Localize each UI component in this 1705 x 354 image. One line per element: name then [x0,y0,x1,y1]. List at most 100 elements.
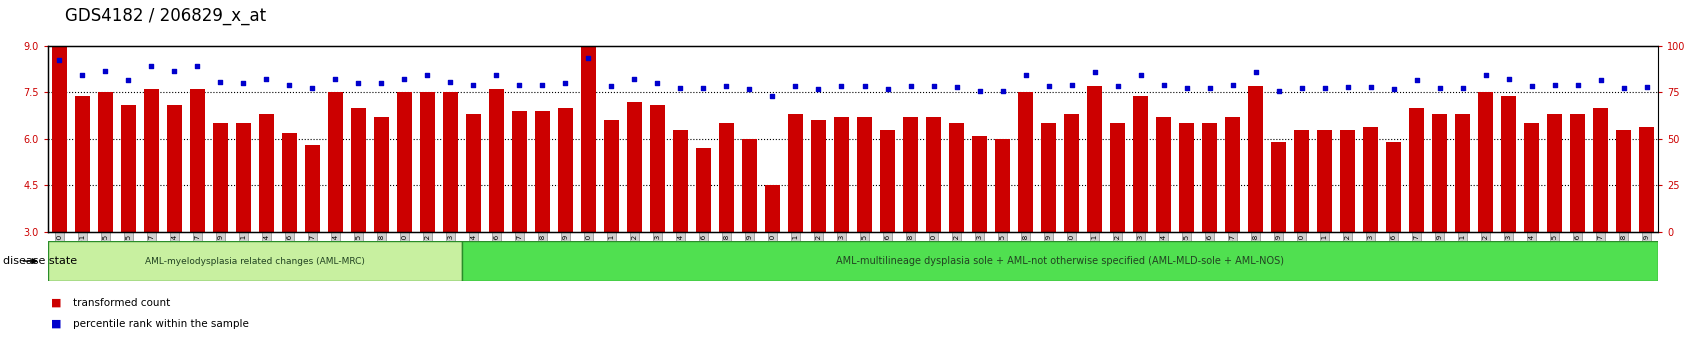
Point [459,82,486,87]
Point [597,84,624,89]
Bar [604,120,619,232]
Point [1402,77,1429,83]
Point [46,57,73,63]
Bar [1615,130,1630,232]
Bar [75,96,90,232]
Point [483,73,510,78]
Bar [1248,86,1262,232]
Bar [1064,114,1078,232]
Bar [902,117,917,232]
Bar [512,111,527,232]
Bar [465,114,481,232]
Bar [213,124,228,232]
Point [805,86,832,92]
Point [759,93,786,98]
Point [897,84,924,89]
Bar [810,120,825,232]
Bar [1132,96,1147,232]
Bar [788,114,803,232]
Point [322,76,350,81]
Bar [948,124,963,232]
Point [206,79,234,85]
Point [114,77,142,83]
Bar [994,139,1009,232]
Point [689,85,716,91]
Point [667,85,694,91]
Point [1057,82,1084,87]
Point [1195,85,1222,91]
Bar [1110,124,1124,232]
Bar [718,124,733,232]
Point [436,79,464,85]
Bar [189,89,205,232]
Point [1219,82,1246,87]
Bar [419,92,435,232]
Bar [1362,127,1378,232]
Bar [305,145,319,232]
Point [1103,84,1130,89]
Bar [48,241,462,281]
Bar [1086,86,1101,232]
Bar [558,108,573,232]
Text: transformed count: transformed count [73,298,170,308]
Point [919,84,946,89]
Point [873,86,900,92]
Bar [1040,124,1055,232]
Point [276,82,303,87]
Bar [443,92,457,232]
Bar [1569,114,1584,232]
Point [1610,85,1637,91]
Bar [1408,108,1424,232]
Point [1149,82,1176,87]
Point [92,68,119,74]
Point [575,56,602,61]
Point [851,84,878,89]
Point [368,80,396,86]
Bar [764,185,779,232]
Text: ■: ■ [51,298,61,308]
Bar [1523,124,1538,232]
Point [1035,84,1062,89]
Point [1355,84,1383,90]
Point [298,85,326,91]
Point [1563,82,1591,87]
Point [735,86,762,92]
Bar [972,136,987,232]
Bar [535,111,549,232]
Bar [880,130,895,232]
Point [160,68,188,74]
Bar [397,92,411,232]
Point [1540,82,1567,87]
Bar [672,130,687,232]
Text: AML-multilineage dysplasia sole + AML-not otherwise specified (AML-MLD-sole + AM: AML-multilineage dysplasia sole + AML-no… [835,256,1284,266]
Point [551,80,578,86]
Bar [1316,130,1332,232]
Point [138,63,165,69]
Point [414,73,442,78]
Bar [235,124,251,232]
Bar [1454,114,1470,232]
Point [252,76,280,81]
Bar [1386,142,1400,232]
Point [1081,69,1108,75]
Point [1287,85,1315,91]
Bar [742,139,757,232]
Bar [489,89,503,232]
Bar [581,43,595,232]
Bar [1156,117,1170,232]
Point [68,73,95,78]
Point [965,88,992,94]
Point [1241,69,1269,75]
Bar [143,89,159,232]
Bar [167,105,182,232]
Point [621,76,648,81]
Point [781,84,808,89]
Bar [1202,124,1216,232]
Text: GDS4182 / 206829_x_at: GDS4182 / 206829_x_at [65,7,266,25]
Bar [259,114,273,232]
Bar [1178,124,1194,232]
Bar [1224,117,1240,232]
Bar [1340,130,1354,232]
Point [1517,84,1545,89]
Text: disease state: disease state [3,256,77,266]
